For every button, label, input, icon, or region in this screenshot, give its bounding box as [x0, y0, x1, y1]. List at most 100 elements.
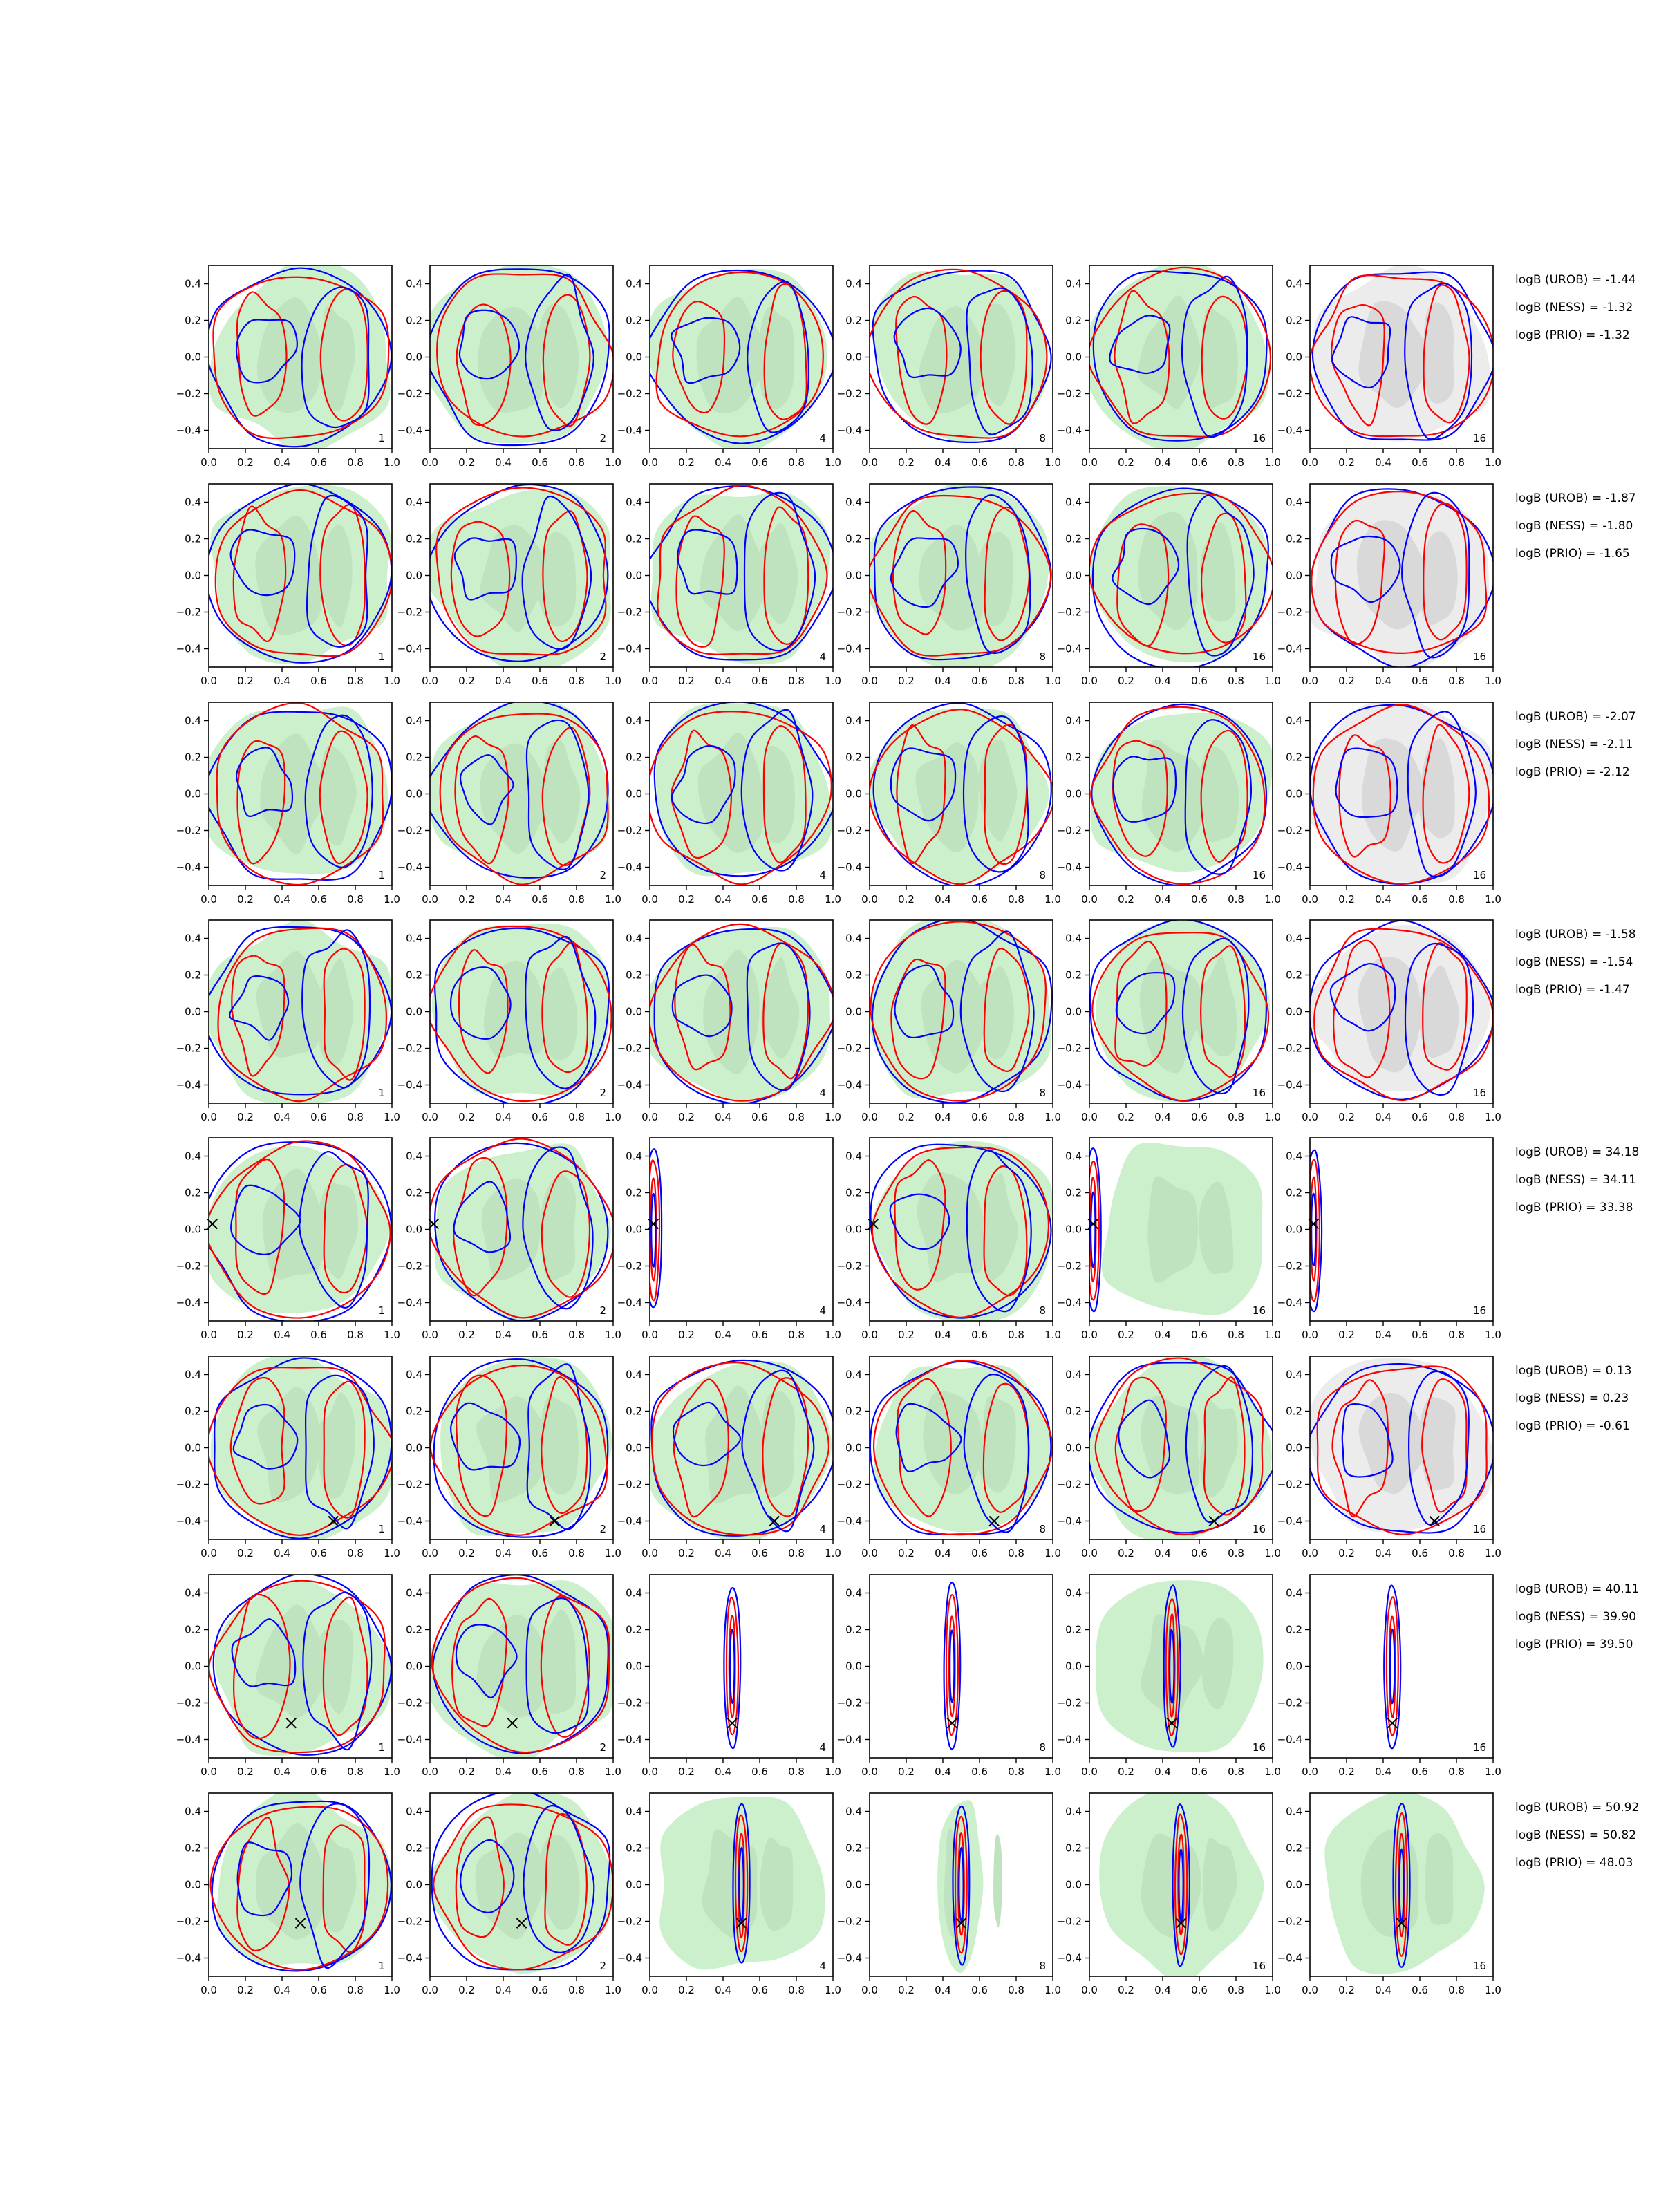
red-contour	[1310, 1159, 1320, 1302]
x-tick-label: 0.2	[1338, 1984, 1355, 1996]
y-tick-label: 0.2	[1065, 1187, 1082, 1199]
y-tick-label: −0.4	[176, 424, 201, 437]
x-tick-label: 0.6	[751, 1765, 768, 1778]
y-tick-label: 0.0	[1065, 1660, 1082, 1673]
subplot-r6-c1: 0.0 0.2 0.4 0.6 0.8 1.0 0.4 0.2 0.0 −0.2 −0.4 1	[176, 1356, 400, 1559]
logb-label: logB (UROB) = -1.58	[1515, 928, 1636, 941]
y-tick-label: 0.0	[1065, 570, 1082, 582]
x-tick-label: 0.4	[935, 893, 951, 906]
red-contour	[322, 1824, 366, 1953]
true-value-marker	[1208, 1515, 1219, 1527]
x-tick-label: 0.2	[1118, 1547, 1134, 1559]
blue-contour	[455, 1624, 518, 1698]
blue-contour	[229, 975, 290, 1041]
y-tick-label: −0.4	[176, 643, 201, 655]
x-tick-label: 0.2	[678, 1111, 695, 1123]
x-tick-label: 0.6	[971, 456, 988, 469]
blue-contour	[1163, 1584, 1181, 1748]
red-contour	[323, 1163, 368, 1294]
blue-contour	[1178, 1848, 1184, 1922]
red-contour	[319, 504, 366, 647]
y-tick-label: 0.4	[1065, 1369, 1082, 1381]
y-tick-label: 0.2	[1286, 1624, 1302, 1636]
y-tick-label: 0.4	[1286, 278, 1302, 290]
blue-contour	[230, 1184, 301, 1255]
subplot-r5-c2: 0.0 0.2 0.4 0.6 0.8 1.0 0.4 0.2 0.0 −0.2 −0.4 2	[397, 1137, 621, 1341]
y-tick-label: 0.2	[1065, 1624, 1082, 1636]
subplot-r4-c5: 0.0 0.2 0.4 0.6 0.8 1.0 0.4 0.2 0.0 −0.2 −0.4 16	[1057, 919, 1281, 1123]
x-tick-label: 0.6	[1191, 1111, 1208, 1123]
y-tick-label: −0.4	[837, 861, 862, 874]
y-tick-label: −0.4	[837, 1952, 862, 1965]
y-tick-label: −0.4	[1057, 1515, 1082, 1528]
y-tick-label: 0.4	[1286, 1587, 1302, 1600]
y-tick-label: 0.4	[845, 715, 862, 727]
x-tick-label: 0.8	[568, 1547, 585, 1559]
subplot-r3-c5: 0.0 0.2 0.4 0.6 0.8 1.0 0.4 0.2 0.0 −0.2 −0.4 16	[1057, 702, 1281, 906]
x-tick-label: 1.0	[1044, 675, 1061, 687]
y-tick-label: 0.2	[1286, 1842, 1302, 1855]
subplot-r6-c2: 0.0 0.2 0.4 0.6 0.8 1.0 0.4 0.2 0.0 −0.2 −0.4 2	[397, 1356, 621, 1559]
x-tick-label: 0.8	[1448, 1329, 1465, 1341]
red-contour	[870, 268, 1048, 439]
y-tick-label: 0.2	[845, 1405, 862, 1418]
blue-contour	[1185, 1365, 1254, 1524]
column-label: 8	[1039, 650, 1046, 663]
density-core	[1140, 1614, 1204, 1716]
y-tick-label: 0.2	[1065, 1842, 1082, 1855]
x-tick-label: 0.2	[237, 893, 254, 906]
x-tick-label: 0.4	[935, 456, 951, 469]
subplot-r1-c1: 0.0 0.2 0.4 0.6 0.8 1.0 0.4 0.2 0.0 −0.2 −0.4 1	[176, 265, 400, 469]
x-tick-label: 1.0	[1044, 1765, 1061, 1778]
x-tick-label: 0.0	[861, 1984, 878, 1996]
density-core	[915, 742, 979, 853]
blue-contour	[301, 286, 370, 429]
x-tick-label: 0.4	[715, 1765, 731, 1778]
x-tick-label: 0.8	[788, 1547, 805, 1559]
y-tick-label: −0.2	[1277, 388, 1302, 400]
x-tick-label: 0.4	[495, 893, 512, 906]
blue-contour	[459, 1839, 515, 1913]
x-tick-label: 1.0	[1264, 675, 1281, 687]
blue-contour	[430, 702, 609, 879]
true-value-marker	[516, 1918, 527, 1929]
y-tick-label: 0.0	[185, 1660, 201, 1673]
x-tick-label: 0.8	[1448, 1765, 1465, 1778]
y-tick-label: −0.2	[837, 1479, 862, 1491]
blue-contour	[301, 929, 371, 1089]
y-tick-label: 0.0	[406, 788, 422, 800]
y-tick-label: −0.2	[1057, 1697, 1082, 1709]
y-tick-label: −0.4	[176, 1952, 201, 1965]
y-tick-label: −0.2	[1057, 1915, 1082, 1928]
blue-contour	[1112, 756, 1177, 823]
x-tick-label: 1.0	[605, 893, 621, 906]
y-tick-label: −0.4	[1057, 1079, 1082, 1091]
x-tick-label: 0.8	[1228, 1547, 1244, 1559]
red-contour	[231, 955, 285, 1077]
blue-contour	[943, 1582, 962, 1750]
density-core	[1199, 1398, 1238, 1498]
contour-area	[1310, 702, 1493, 885]
contour-area	[1096, 1580, 1264, 1752]
density-core	[481, 1178, 541, 1281]
red-contour	[455, 1816, 505, 1938]
y-tick-label: 0.4	[626, 1587, 642, 1600]
red-contour	[650, 711, 832, 885]
true-value-marker	[988, 1515, 1000, 1527]
subplot-r6-c5: 0.0 0.2 0.4 0.6 0.8 1.0 0.4 0.2 0.0 −0.2 −0.4 16	[1057, 1356, 1281, 1559]
blue-contour	[671, 974, 733, 1038]
logb-label: logB (NESS) = -2.11	[1515, 738, 1633, 751]
y-tick-label: 0.2	[185, 1405, 201, 1418]
red-contour	[1422, 724, 1470, 864]
x-tick-label: 0.4	[274, 675, 290, 687]
x-tick-label: 0.6	[310, 893, 327, 906]
x-tick-label: 0.6	[532, 675, 548, 687]
y-tick-label: −0.2	[1277, 1042, 1302, 1055]
contour-area	[209, 920, 392, 1103]
y-tick-label: 0.2	[406, 1405, 422, 1418]
column-label: 16	[1253, 1523, 1266, 1535]
y-tick-label: 0.2	[1286, 1405, 1302, 1418]
y-tick-label: −0.2	[617, 388, 642, 400]
contour-area	[870, 702, 1053, 885]
x-tick-label: 0.2	[458, 1984, 475, 1996]
